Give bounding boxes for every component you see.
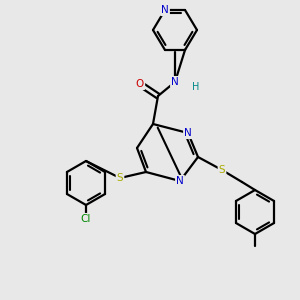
Text: N: N (176, 176, 184, 186)
Text: N: N (184, 128, 192, 138)
Text: N: N (161, 5, 169, 15)
Text: Cl: Cl (81, 214, 91, 224)
Text: S: S (117, 173, 123, 183)
Text: S: S (219, 165, 225, 175)
Text: N: N (171, 77, 179, 87)
Text: H: H (192, 82, 200, 92)
Text: O: O (136, 79, 144, 89)
